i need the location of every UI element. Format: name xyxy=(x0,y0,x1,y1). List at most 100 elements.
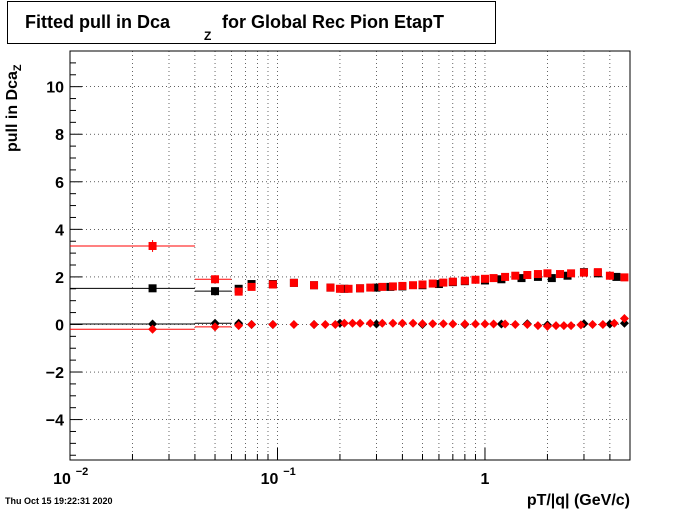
data-point-diamond xyxy=(438,319,448,329)
data-point-diamond xyxy=(289,319,299,329)
data-point-square xyxy=(388,282,397,291)
data-point-diamond xyxy=(576,320,586,330)
y-tick-label: 0 xyxy=(55,317,64,334)
data-point-square xyxy=(340,284,349,293)
data-point-diamond xyxy=(470,319,480,329)
data-point-diamond xyxy=(489,319,499,329)
data-point-diamond xyxy=(480,319,490,329)
data-point-diamond xyxy=(559,321,569,331)
chart-title: Fitted pull in Dca xyxy=(25,12,171,32)
data-point-square xyxy=(344,284,353,293)
data-point-diamond xyxy=(588,319,598,329)
data-point-diamond xyxy=(619,314,629,324)
data-point-diamond xyxy=(330,319,340,329)
data-point-square xyxy=(366,283,375,292)
data-point-square xyxy=(398,281,407,290)
data-point-square xyxy=(523,270,532,279)
data-point-diamond xyxy=(460,319,470,329)
data-point-square xyxy=(533,270,542,279)
data-point-square xyxy=(372,283,381,292)
data-point-square xyxy=(448,277,457,286)
data-point-square xyxy=(418,280,427,289)
data-point-square xyxy=(517,274,526,283)
y-tick-label: 2 xyxy=(55,270,64,287)
data-point-diamond xyxy=(339,318,349,328)
data-point-square xyxy=(612,272,621,281)
x-tick-label: 10 xyxy=(53,471,71,488)
data-point-square xyxy=(501,272,510,281)
data-point-diamond xyxy=(428,319,438,329)
data-point-square xyxy=(471,275,480,284)
x-tick-label-exponent: −1 xyxy=(283,466,296,478)
x-axis-label: pT/|q| (GeV/c) xyxy=(526,492,630,509)
data-point-diamond xyxy=(418,319,428,329)
data-point-square xyxy=(489,274,498,283)
data-point-square xyxy=(511,271,520,280)
y-tick-label: 4 xyxy=(55,222,64,239)
timestamp: Thu Oct 15 19:22:31 2020 xyxy=(5,496,113,506)
data-point-diamond xyxy=(510,319,520,329)
data-point-square xyxy=(480,274,489,283)
data-point-diamond xyxy=(348,318,358,328)
data-point-square xyxy=(547,274,556,283)
data-point-square xyxy=(148,284,157,293)
data-point-diamond xyxy=(365,318,375,328)
plot-frame xyxy=(69,50,631,461)
data-point-diamond xyxy=(309,319,319,329)
data-point-square xyxy=(268,280,277,289)
data-point-diamond xyxy=(448,319,458,329)
y-tick-label: 10 xyxy=(46,80,64,97)
data-point-diamond xyxy=(247,319,257,329)
data-point-diamond xyxy=(522,319,532,329)
data-point-square xyxy=(326,283,335,292)
data-point-square xyxy=(434,280,443,289)
data-point-square xyxy=(605,271,614,280)
data-point-diamond xyxy=(371,319,381,329)
data-point-diamond xyxy=(377,318,387,328)
data-point-diamond xyxy=(148,319,158,329)
data-point-square xyxy=(556,270,565,279)
data-point-diamond xyxy=(542,321,552,331)
data-point-square xyxy=(567,269,576,278)
y-tick-label: −2 xyxy=(46,365,64,382)
data-point-square xyxy=(439,278,448,287)
data-point-square xyxy=(378,282,387,291)
x-tick-label: 1 xyxy=(481,471,490,488)
data-point-diamond xyxy=(210,322,220,332)
data-point-diamond xyxy=(388,318,398,328)
data-point-diamond xyxy=(566,321,576,331)
data-point-square xyxy=(289,278,298,287)
data-point-square xyxy=(310,281,319,290)
data-point-diamond xyxy=(320,319,330,329)
data-point-square xyxy=(460,276,469,285)
y-tick-label: −4 xyxy=(46,413,64,430)
data-point-diamond xyxy=(408,318,418,328)
data-point-diamond xyxy=(598,319,608,329)
data-point-diamond xyxy=(355,318,365,328)
chart-title-rest: for Global Rec Pion EtapT xyxy=(222,12,445,32)
chart-title-subscript: Z xyxy=(204,29,212,43)
data-point-square xyxy=(211,275,220,284)
y-tick-label: 8 xyxy=(55,127,64,144)
data-point-diamond xyxy=(397,318,407,328)
data-point-diamond xyxy=(268,319,278,329)
data-point-square xyxy=(620,273,629,282)
data-point-square xyxy=(543,269,552,278)
data-point-square xyxy=(428,279,437,288)
data-point-square xyxy=(148,241,157,250)
data-point-diamond xyxy=(533,321,543,331)
y-tick-label: 6 xyxy=(55,175,64,192)
x-tick-label-exponent: −2 xyxy=(76,466,89,478)
data-point-square xyxy=(247,282,256,291)
data-point-diamond xyxy=(609,318,619,328)
data-point-square xyxy=(579,268,588,277)
data-point-square xyxy=(409,281,418,290)
data-point-square xyxy=(356,284,365,293)
data-point-square xyxy=(211,287,220,296)
data-point-diamond xyxy=(234,321,244,331)
data-point-diamond xyxy=(148,324,158,334)
data-point-diamond xyxy=(551,321,561,331)
data-point-square xyxy=(593,268,602,277)
data-point-square xyxy=(335,284,344,293)
